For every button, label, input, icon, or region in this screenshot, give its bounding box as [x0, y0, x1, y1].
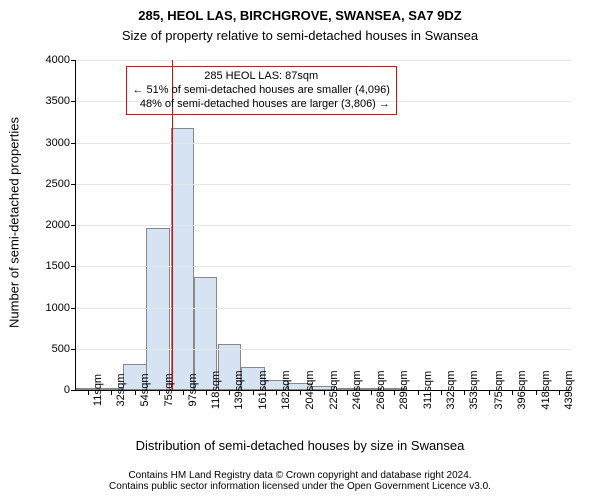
gridline: [76, 60, 571, 61]
figure-title-subtitle: Size of property relative to semi-detach…: [0, 28, 600, 43]
x-tick-label: 139sqm: [229, 370, 245, 409]
y-tick-label: 2000: [46, 219, 76, 231]
attribution-line-2: Contains public sector information licen…: [0, 481, 600, 492]
gridline: [76, 266, 571, 267]
x-tick-label: 182sqm: [276, 370, 292, 409]
x-tick-label: 204sqm: [300, 370, 316, 409]
annotation-line: 285 HEOL LAS: 87sqm: [133, 70, 390, 84]
x-tick-label: 54sqm: [135, 373, 151, 406]
gridline: [76, 225, 571, 226]
x-tick-label: 11sqm: [88, 374, 104, 406]
y-axis-label-text: Number of semi-detached properties: [7, 117, 22, 328]
x-tick-label: 246sqm: [347, 370, 363, 409]
x-tick-label: 118sqm: [206, 371, 222, 409]
x-tick-label: 396sqm: [512, 370, 528, 409]
x-tick-label: 311sqm: [418, 371, 434, 409]
annotation-line: 48% of semi-detached houses are larger (…: [133, 98, 390, 112]
annotation-box: 285 HEOL LAS: 87sqm← 51% of semi-detache…: [126, 66, 397, 115]
y-tick-label: 4000: [46, 54, 76, 66]
y-tick-label: 2500: [46, 178, 76, 190]
gridline: [76, 349, 571, 350]
title-address-text: 285, HEOL LAS, BIRCHGROVE, SWANSEA, SA7 …: [138, 8, 461, 23]
x-tick-label: 289sqm: [394, 370, 410, 409]
x-tick-label: 32sqm: [111, 373, 127, 406]
histogram-bar: [171, 128, 195, 390]
x-tick-label: 268sqm: [371, 370, 387, 409]
y-tick-label: 3000: [46, 137, 76, 149]
x-tick-label: 97sqm: [183, 373, 199, 406]
y-tick-label: 1500: [46, 260, 76, 272]
x-tick-label: 375sqm: [489, 370, 505, 409]
attribution: Contains HM Land Registry data © Crown c…: [0, 470, 600, 492]
x-tick-label: 225sqm: [324, 370, 340, 409]
histogram-bar: [146, 228, 170, 390]
x-axis-label-text: Distribution of semi-detached houses by …: [136, 438, 465, 453]
x-tick-label: 75sqm: [159, 373, 175, 406]
gridline: [76, 308, 571, 309]
attribution-line-1: Contains HM Land Registry data © Crown c…: [0, 470, 600, 481]
annotation-line: ← 51% of semi-detached houses are smalle…: [133, 84, 390, 98]
gridline: [76, 143, 571, 144]
title-subtitle-text: Size of property relative to semi-detach…: [122, 28, 478, 43]
x-tick-label: 353sqm: [464, 370, 480, 409]
y-tick-label: 3500: [46, 95, 76, 107]
plot-area: 285 HEOL LAS: 87sqm← 51% of semi-detache…: [75, 60, 571, 391]
gridline: [76, 184, 571, 185]
y-tick-label: 1000: [46, 302, 76, 314]
x-tick-label: 418sqm: [536, 370, 552, 409]
y-tick-label: 500: [52, 343, 76, 355]
y-tick-label: 0: [64, 384, 76, 396]
x-tick-label: 161sqm: [253, 370, 269, 409]
x-tick-label: 332sqm: [441, 370, 457, 409]
figure-title-address: 285, HEOL LAS, BIRCHGROVE, SWANSEA, SA7 …: [0, 8, 600, 23]
x-tick-label: 439sqm: [559, 370, 575, 409]
figure: 285, HEOL LAS, BIRCHGROVE, SWANSEA, SA7 …: [0, 0, 600, 500]
x-axis-label: Distribution of semi-detached houses by …: [0, 438, 600, 453]
y-axis-label: Number of semi-detached properties: [7, 73, 22, 373]
